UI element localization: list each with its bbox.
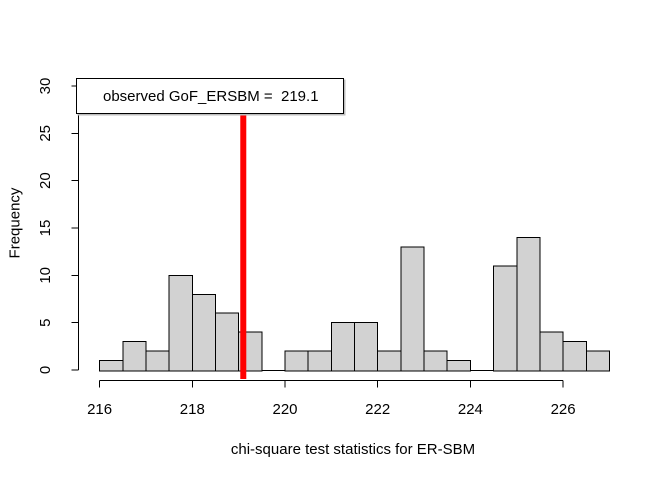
x-tick-label: 220 — [272, 401, 297, 418]
histogram-bar — [168, 274, 193, 372]
x-axis-title: chi-square test statistics for ER-SBM — [230, 441, 476, 458]
histogram-bar — [122, 341, 147, 372]
y-tick-label: 25 — [37, 125, 54, 142]
x-tick-label: 226 — [551, 401, 576, 418]
histogram-bar — [377, 350, 402, 372]
histogram-bar — [493, 265, 518, 372]
histogram-bar — [284, 350, 309, 372]
legend-box: observed GoF_ERSBM = 219.1 — [76, 78, 344, 114]
y-axis-title: Frequency — [6, 187, 24, 259]
histogram-bar — [516, 236, 541, 372]
histogram-bar — [191, 293, 216, 372]
y-tick-label: 20 — [37, 172, 54, 189]
histogram-bar — [99, 360, 124, 372]
histogram-bar — [446, 360, 471, 372]
histogram-bar — [214, 312, 240, 372]
histogram-bar — [562, 341, 587, 372]
histogram-bar — [585, 350, 610, 372]
histogram-bar — [423, 350, 448, 372]
y-tick-label: 10 — [37, 267, 54, 284]
histogram-bar — [330, 322, 356, 372]
y-tick-label: 5 — [37, 318, 54, 326]
x-tick-label: 216 — [87, 401, 112, 418]
histogram-bar — [145, 350, 170, 372]
x-tick-label: 218 — [180, 401, 205, 418]
y-tick-label: 15 — [37, 220, 54, 237]
x-tick-label: 224 — [458, 401, 483, 418]
y-tick-label: 30 — [37, 78, 54, 95]
histogram-bar — [400, 246, 425, 372]
y-tick-label: 0 — [37, 366, 54, 374]
legend-text: observed GoF_ERSBM = 219.1 — [103, 87, 319, 105]
histogram-bar — [539, 331, 564, 372]
histogram-bar — [307, 350, 332, 372]
x-tick-label: 222 — [365, 401, 390, 418]
histogram-bar — [354, 322, 379, 372]
